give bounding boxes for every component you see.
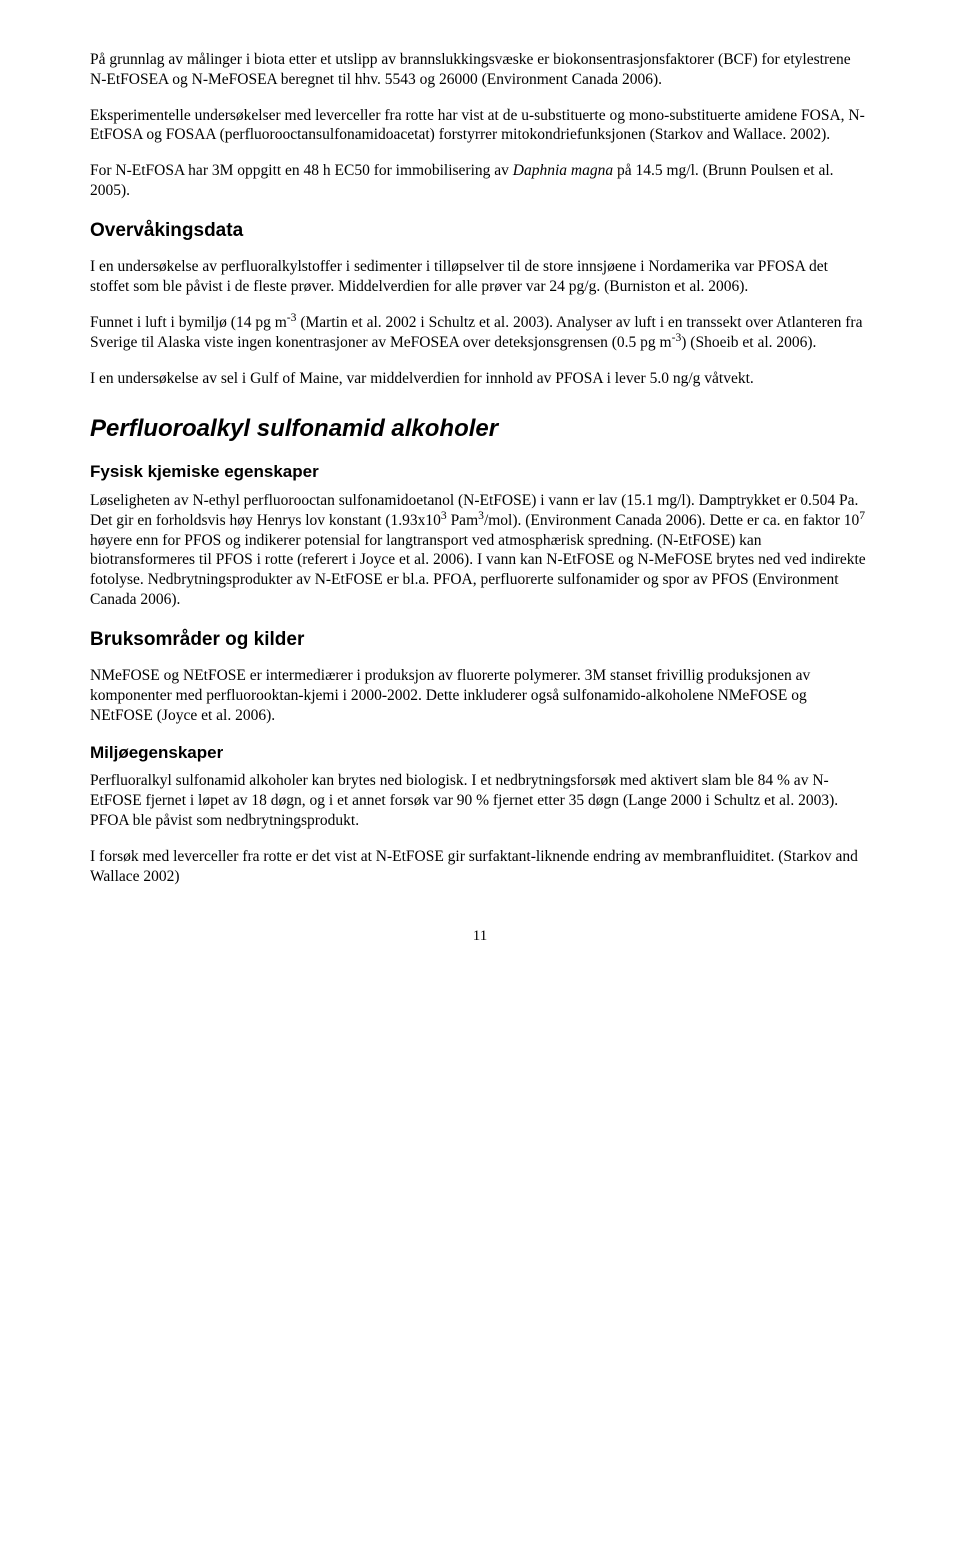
species-daphnia: Daphnia magna — [513, 162, 613, 179]
para7-d: høyere enn for PFOS og indikerer potensi… — [90, 532, 866, 608]
heading-fysisk: Fysisk kjemiske egenskaper — [90, 461, 870, 483]
sup-7-factor: 7 — [859, 509, 865, 522]
sup-m3-2: -3 — [672, 331, 682, 344]
paragraph-experiments: Eksperimentelle undersøkelser med leverc… — [90, 106, 870, 146]
heading-perfluoroalkyl: Perfluoroalkyl sulfonamid alkoholer — [90, 414, 870, 445]
paragraph-intermediates: NMeFOSE og NEtFOSE er intermediærer i pr… — [90, 666, 870, 725]
paragraph-solubility: Løseligheten av N-ethyl perfluorooctan s… — [90, 491, 870, 610]
page-number: 11 — [90, 927, 870, 946]
para7-b: Pam — [447, 512, 478, 529]
heading-overvakingsdata: Overvåkingsdata — [90, 219, 870, 243]
paragraph-ec50: For N-EtFOSA har 3M oppgitt en 48 h EC50… — [90, 161, 870, 201]
para7-c: /mol). (Environment Canada 2006). Dette … — [484, 512, 859, 529]
heading-miljoegenskaper: Miljøegenskaper — [90, 742, 870, 764]
para5-a: Funnet i luft i bymiljø (14 pg m — [90, 314, 287, 331]
paragraph-sediments: I en undersøkelse av perfluoralkylstoffe… — [90, 257, 870, 297]
heading-bruksomrader: Bruksområder og kilder — [90, 628, 870, 652]
paragraph-air: Funnet i luft i bymiljø (14 pg m-3 (Mart… — [90, 313, 870, 353]
para3-pre: For N-EtFOSA har 3M oppgitt en 48 h EC50… — [90, 162, 513, 179]
paragraph-seal: I en undersøkelse av sel i Gulf of Maine… — [90, 369, 870, 389]
paragraph-biodegradation: Perfluoralkyl sulfonamid alkoholer kan b… — [90, 771, 870, 830]
sup-m3-1: -3 — [287, 311, 297, 324]
para5-c: ) (Shoeib et al. 2006). — [681, 334, 816, 351]
paragraph-bcf: På grunnlag av målinger i biota etter et… — [90, 50, 870, 90]
paragraph-surfactant: I forsøk med leverceller fra rotte er de… — [90, 847, 870, 887]
